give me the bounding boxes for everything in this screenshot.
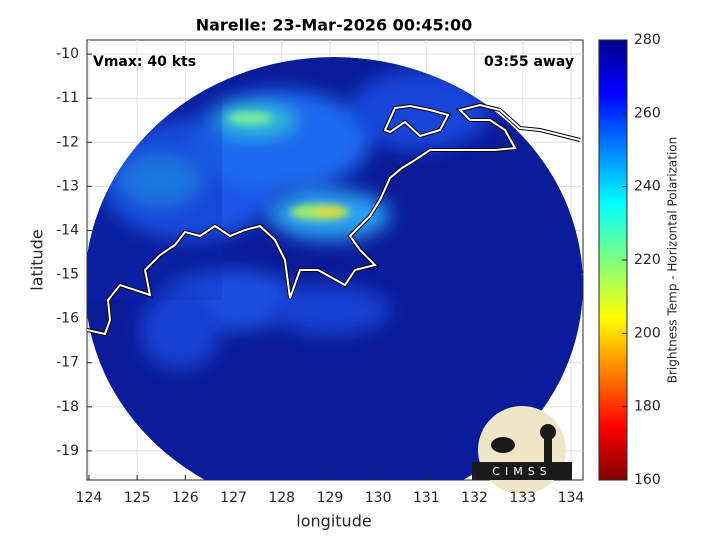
colorbar-tick-label: 240 — [634, 179, 661, 195]
y-tick-label: -10 — [56, 46, 79, 62]
satellite-image — [87, 57, 583, 480]
y-tick-label: -19 — [56, 443, 79, 459]
x-tick-label: 128 — [268, 490, 295, 506]
colorbar-tick-label: 180 — [634, 399, 661, 415]
x-tick-label: 126 — [172, 490, 199, 506]
y-tick-label: -18 — [56, 399, 79, 415]
y-tick-label: -12 — [56, 134, 79, 150]
x-axis-label: longitude — [296, 512, 371, 531]
colorbar-tick-label: 220 — [634, 252, 661, 268]
logo-text: CIMSS — [492, 465, 551, 478]
colorbar-tick-label: 280 — [634, 32, 661, 48]
x-tick-label: 132 — [461, 490, 488, 506]
y-axis-label: latitude — [28, 229, 47, 290]
y-tick-label: -13 — [56, 178, 79, 194]
colorbar-tick-label: 260 — [634, 105, 661, 121]
colorbar-label: Brightness Temp - Horizontal Polarizatio… — [666, 137, 680, 384]
x-tick-label: 130 — [365, 490, 392, 506]
y-tick-label: -14 — [56, 222, 79, 238]
x-tick-label: 133 — [509, 490, 536, 506]
chart-title: Narelle: 23-Mar-2026 00:45:00 — [196, 16, 473, 35]
x-tick-label: 131 — [413, 490, 440, 506]
x-tick-label: 125 — [124, 490, 151, 506]
x-tick-label: 129 — [317, 490, 344, 506]
colorbar-tick-label: 160 — [634, 472, 661, 488]
y-tick-label: -15 — [56, 267, 79, 283]
annotation: 03:55 away — [484, 54, 574, 70]
x-tick-label: 124 — [76, 490, 103, 506]
x-tick-label: 127 — [220, 490, 247, 506]
y-tick-label: -11 — [56, 90, 79, 106]
annotation: Vmax: 40 kts — [93, 54, 196, 70]
y-tick-label: -16 — [56, 311, 79, 327]
colorbar-tick-label: 200 — [634, 325, 661, 341]
x-tick-label: 134 — [558, 490, 585, 506]
logo: CIMSS — [472, 406, 572, 494]
y-tick-label: -17 — [56, 355, 79, 371]
